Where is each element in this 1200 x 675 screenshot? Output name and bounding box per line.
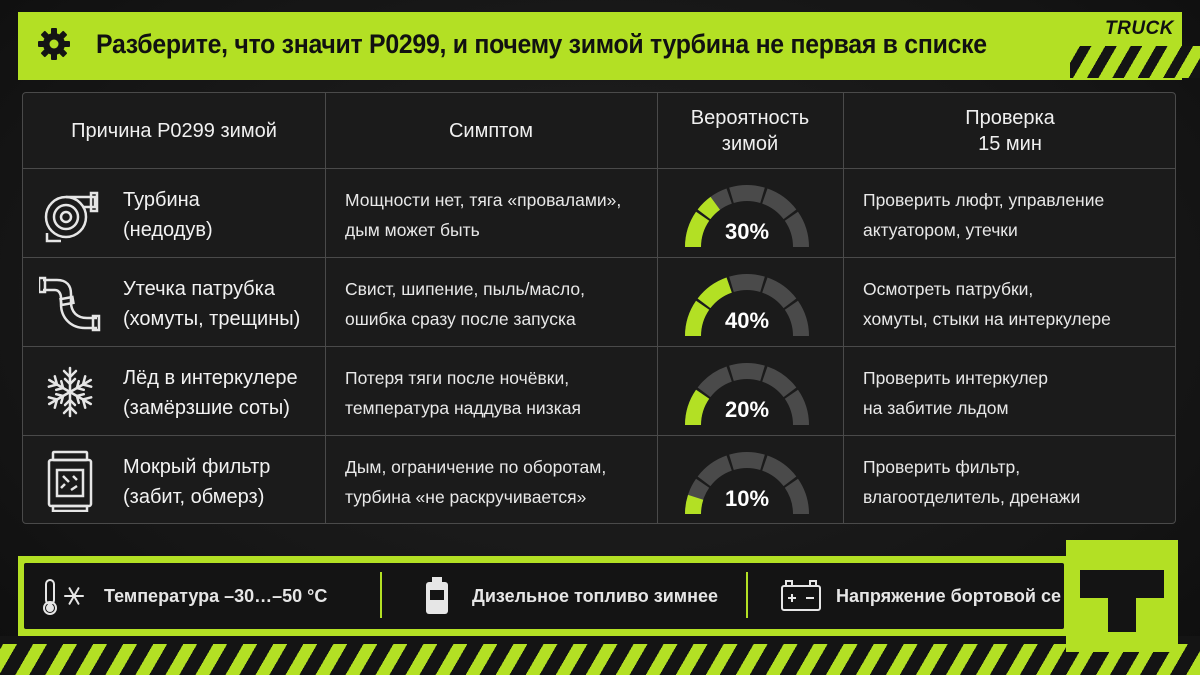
symptom-text: дым может быть [345, 220, 480, 240]
symptom-text: температура наддува низкая [345, 398, 581, 418]
gauge-fill [685, 300, 710, 336]
footer-divider [746, 572, 748, 618]
brand-label: TRUCK [1105, 18, 1174, 39]
probability-value: 30% [724, 219, 770, 244]
symptom-text: Мощности нет, тяга «провалами», [345, 190, 622, 210]
check-text: актуатором, утечки [863, 220, 1018, 240]
cause-detail: (забит, обмерз) [123, 486, 265, 508]
table-row: Турбина (недодув) Мощности нет, тяга «пр… [23, 169, 1175, 258]
check-text: Проверить люфт, управление [863, 190, 1105, 210]
probability-gauge [685, 274, 809, 336]
symptom-text: ошибка сразу после запуска [345, 309, 576, 329]
gauge-segment [729, 452, 765, 470]
bottom-hazard-stripes [0, 642, 1200, 675]
footer-label: Дизельное топливо зимнее [472, 585, 718, 606]
header-banner [18, 12, 1182, 80]
gauge-segment [729, 185, 765, 203]
check-text: на забитие льдом [863, 398, 1009, 418]
gauge-segment [729, 274, 765, 292]
check-text: Проверить интеркулер [863, 368, 1048, 388]
gauge-segment [697, 455, 732, 487]
symptom-text: турбина «не раскручивается» [345, 487, 587, 507]
probability-gauge [685, 185, 809, 247]
gauge-segment [784, 389, 809, 425]
filter-icon [47, 450, 93, 512]
fuel-canister-icon [426, 577, 448, 614]
header-check: Проверка 15 мин [965, 107, 1055, 155]
header-cause: Причина P0299 зимой [71, 120, 277, 142]
gear-icon [38, 28, 70, 60]
gauge-fill [685, 389, 710, 425]
check-text: Проверить фильтр, [863, 457, 1021, 477]
table-row: Утечка патрубка (хомуты, трещины) Свист,… [23, 258, 1175, 347]
gauge-fill [685, 211, 710, 247]
probability-gauge [685, 452, 809, 514]
probability-gauge [685, 363, 809, 425]
truck-t-logo-icon [1066, 540, 1178, 652]
gauge-fill [697, 277, 732, 309]
symptom-text: Свист, шипение, пыль/масло, [345, 279, 585, 299]
turbo-icon [44, 191, 99, 243]
gauge-segment [762, 277, 797, 309]
thermometer-snowflake-icon [43, 579, 84, 615]
cause-title: Мокрый фильтр [123, 456, 271, 478]
gauge-segment [762, 188, 797, 220]
footer-item-temperature: Температура –30…–50 °С [40, 563, 327, 629]
symptom-text: Дым, ограничение по оборотам, [345, 457, 607, 477]
cause-detail: (замёрзшие соты) [123, 397, 290, 419]
column-divider [657, 93, 658, 523]
header-probability: Вероятность зимой [690, 107, 810, 155]
column-divider [843, 93, 844, 523]
table-row: Мокрый фильтр (забит, обмерз) Дым, огран… [23, 436, 1175, 525]
gauge-segment [784, 300, 809, 336]
probability-value: 40% [724, 308, 770, 333]
footer-panel [24, 563, 1064, 629]
footer-item-fuel: Дизельное топливо зимнее [408, 563, 718, 629]
check-text: хомуты, стыки на интеркулере [863, 309, 1111, 329]
footer-label: Напряжение бортовой се [836, 585, 1061, 606]
footer-label: Температура –30…–50 °С [104, 585, 328, 606]
pipe-icon [39, 276, 101, 332]
stripes-divider [0, 636, 1200, 644]
table-row: Лёд в интеркулере (замёрзшие соты) Потер… [23, 347, 1175, 436]
cause-detail: (хомуты, трещины) [123, 308, 301, 330]
cause-title: Лёд в интеркулере [123, 367, 298, 389]
page-title: Разберите, что значит P0299, и почему зи… [96, 29, 987, 59]
check-text: влагоотделитель, дренажи [863, 487, 1081, 507]
column-divider [325, 93, 326, 523]
gauge-segment [784, 478, 809, 514]
gauge-segment [784, 211, 809, 247]
cause-title: Турбина [123, 189, 200, 211]
table-header: Причина P0299 зимой Симптом Вероятность … [23, 93, 1175, 169]
battery-icon [781, 580, 821, 611]
gauge-fill [697, 196, 720, 220]
causes-table: Причина P0299 зимой Симптом Вероятность … [22, 92, 1176, 524]
gauge-segment [729, 363, 765, 381]
footer-divider [380, 572, 382, 618]
probability-value: 20% [724, 397, 770, 422]
gauge-segment [762, 455, 797, 487]
snowflake-icon [44, 366, 96, 418]
header-hazard-stripes [1070, 46, 1200, 78]
check-text: Осмотреть патрубки, [863, 279, 1034, 299]
cause-title: Утечка патрубка [123, 278, 275, 300]
footer-item-voltage: Напряжение бортовой се [772, 563, 1061, 629]
gauge-fill [685, 494, 704, 514]
gauge-segment [762, 366, 797, 398]
gauge-segment [697, 366, 732, 398]
symptom-text: Потеря тяги после ночёвки, [345, 368, 570, 388]
probability-value: 10% [724, 486, 770, 511]
header-symptom: Симптом [448, 120, 533, 142]
cause-detail: (недодув) [123, 219, 213, 241]
